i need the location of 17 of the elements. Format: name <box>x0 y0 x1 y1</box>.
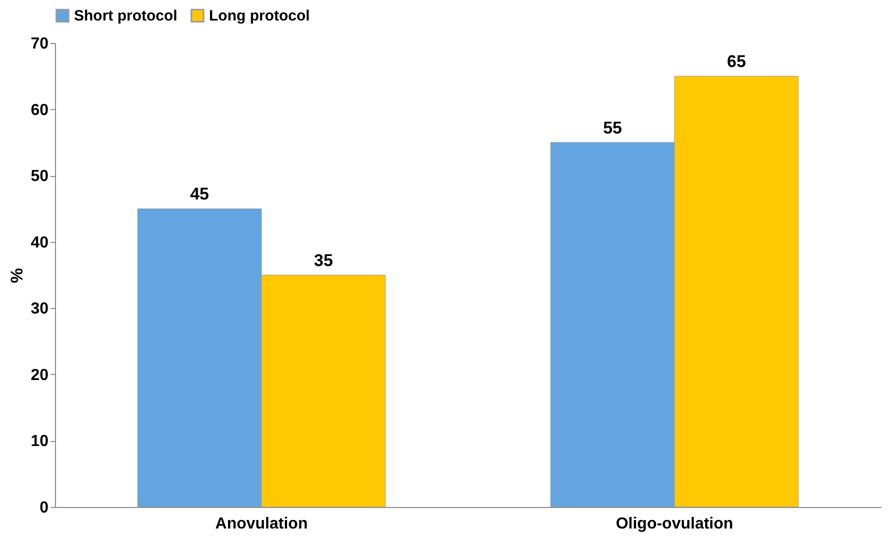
legend-label: Short protocol <box>74 8 178 25</box>
y-tick-label: 0 <box>40 500 49 516</box>
y-tick-label: 50 <box>30 168 49 186</box>
y-tick-label: 60 <box>30 102 49 119</box>
data-label: 45 <box>190 184 210 204</box>
y-tick-label: 10 <box>30 433 49 450</box>
y-axis-title: % <box>8 268 27 284</box>
y-tick-label: 20 <box>30 366 49 384</box>
data-label: 65 <box>726 52 746 72</box>
y-tick-label: 30 <box>30 300 49 318</box>
y-tick-label: 70 <box>30 36 49 52</box>
y-tick-label: 40 <box>30 234 49 252</box>
data-label: 35 <box>314 251 333 270</box>
data-label: 55 <box>603 118 622 138</box>
legend-label: Long protocol <box>209 8 310 25</box>
x-tick-label: Anovulation <box>215 516 308 532</box>
x-tick-label: Oligo-ovulation <box>616 516 734 532</box>
